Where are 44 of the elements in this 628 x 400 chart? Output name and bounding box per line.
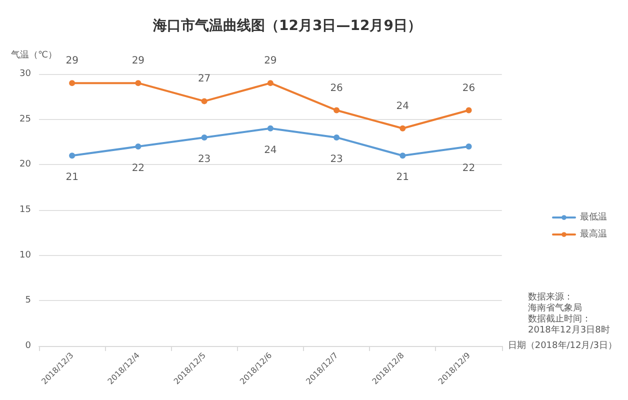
legend-label: 最低温 [580,212,607,222]
point [466,144,472,150]
point [267,80,274,86]
y-tick-label: 0 [25,341,32,351]
data-label: 22 [132,163,145,174]
y-tick-label: 15 [20,205,31,215]
data-label: 29 [132,56,145,67]
point [400,125,406,132]
y-tick-label: 25 [20,114,31,124]
chart-title: 海口市气温曲线图（12月3日—12月9日） [152,17,422,34]
point [69,80,76,86]
point [400,152,406,159]
text: 2018年12月3日8时 [528,324,610,336]
text: 数据截止时间： [528,314,591,324]
y-tick-label: 5 [25,296,31,306]
legend-label: 最高温 [580,228,607,240]
data-label: 29 [264,56,277,67]
data-label: 24 [264,144,277,156]
x-axis-title: 日期（2018年/12月/3日） [508,340,618,351]
y-tick-label: 30 [20,69,32,79]
point [201,134,208,140]
data-label: 22 [462,163,476,174]
data-label: 21 [66,172,78,184]
y-tick-label: 20 [20,160,32,170]
point [334,134,340,140]
data-label: 23 [198,154,211,165]
point [267,125,274,132]
text: 海南省气象局 [528,302,582,314]
data-label: 24 [396,100,410,112]
point [201,98,208,104]
data-label: 26 [462,82,476,94]
point [466,107,472,114]
point [135,80,142,86]
point [69,152,76,159]
point [135,144,142,150]
data-label: 27 [198,74,211,85]
data-label: 23 [330,154,343,165]
data-label: 29 [66,56,78,67]
point [334,107,340,114]
source-note: 数据来源： [528,292,573,302]
y-axis-title: 气温（℃） [11,50,58,60]
y-tick-label: 10 [20,250,32,260]
data-label: 21 [396,172,410,184]
data-label: 26 [330,82,343,94]
